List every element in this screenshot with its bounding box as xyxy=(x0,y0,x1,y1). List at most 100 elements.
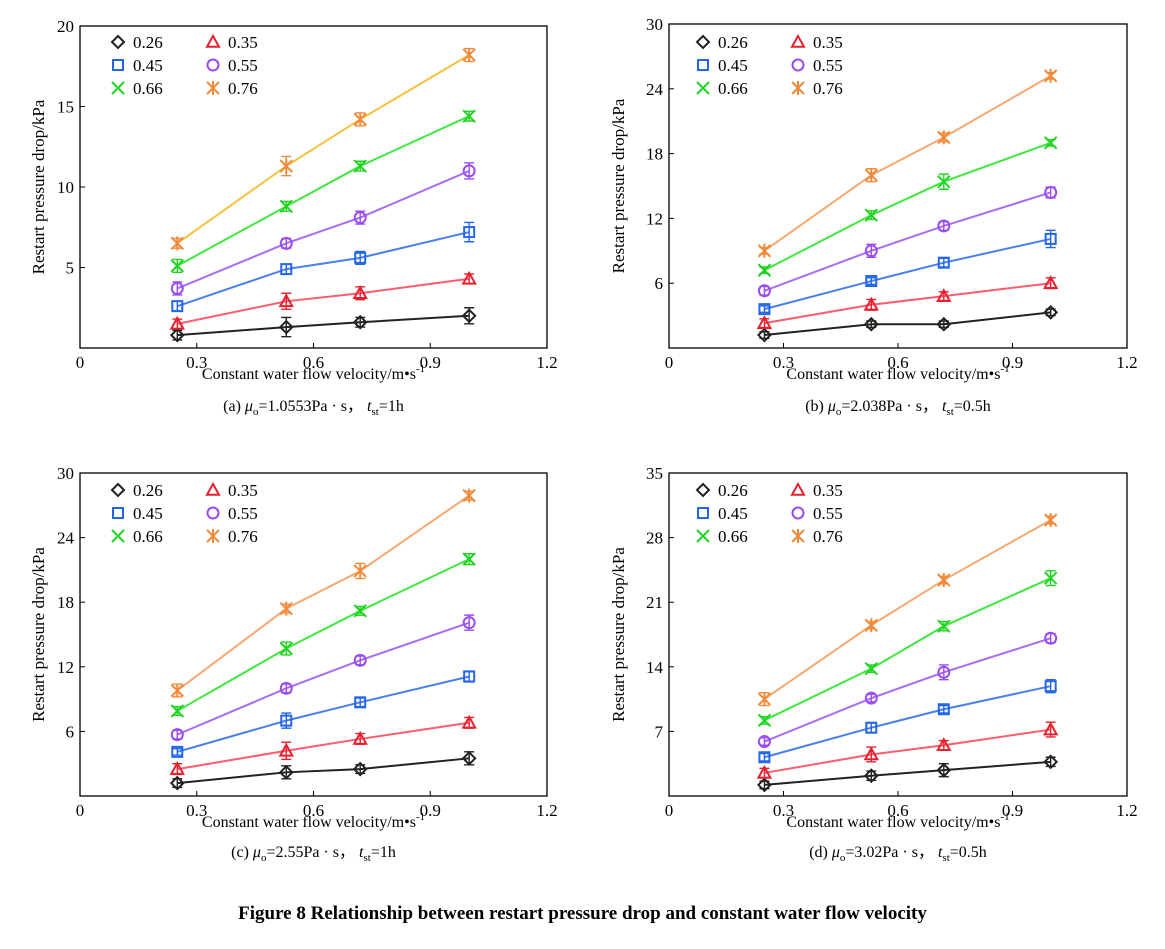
legend-marker xyxy=(696,529,710,543)
legend-marker xyxy=(205,33,221,48)
data-point xyxy=(1044,680,1057,693)
series-0.66 xyxy=(757,570,1058,728)
x-tick-label: 0.9 xyxy=(420,353,441,372)
data-point xyxy=(461,750,477,766)
data-point xyxy=(937,174,951,189)
data-point xyxy=(462,109,476,123)
y-tick-label: 14 xyxy=(646,658,664,677)
data-point xyxy=(353,653,367,667)
legend-marker xyxy=(112,507,124,519)
data-point xyxy=(757,327,772,343)
series-line xyxy=(177,675,470,753)
error-bar xyxy=(355,764,366,775)
x-tick-label: 0 xyxy=(665,801,674,820)
series-0.76 xyxy=(757,513,1058,707)
legend-marker xyxy=(111,81,125,95)
series-0.55 xyxy=(757,185,1058,298)
series-0.35 xyxy=(756,275,1059,329)
data-point xyxy=(864,244,878,258)
y-tick-label: 6 xyxy=(655,274,664,293)
y-tick-label: 7 xyxy=(655,722,664,741)
series-line xyxy=(763,577,1052,722)
legend-label: 0.55 xyxy=(813,56,843,75)
legend-marker xyxy=(791,506,805,520)
data-point xyxy=(936,288,952,302)
y-tick-label: 10 xyxy=(57,178,74,197)
x-tick-label: 1.2 xyxy=(536,353,557,372)
series-line xyxy=(763,141,1052,272)
x-axis-label: Constant water flow velocity/m•s-1 xyxy=(202,363,425,383)
data-point xyxy=(280,714,293,727)
data-point xyxy=(279,601,293,616)
series-line xyxy=(764,237,1051,311)
legend: 0.26 0.35 0.45 0.55 0.66 0.76 xyxy=(110,33,258,98)
data-point xyxy=(462,47,476,62)
data-point xyxy=(278,764,294,780)
series-line xyxy=(764,728,1051,774)
y-tick-label: 21 xyxy=(646,593,663,612)
series-0.76 xyxy=(757,68,1058,258)
x-tick-label: 0.3 xyxy=(773,353,794,372)
x-tick-label: 0.6 xyxy=(887,353,908,372)
legend-label: 0.66 xyxy=(133,527,163,546)
data-point xyxy=(353,112,367,127)
data-point xyxy=(279,681,293,695)
legend-label: 0.66 xyxy=(133,79,163,98)
series-line xyxy=(764,760,1051,786)
data-point xyxy=(353,563,367,578)
data-point xyxy=(352,314,368,330)
series-0.35 xyxy=(756,721,1059,779)
data-point xyxy=(1043,68,1058,83)
legend-marker xyxy=(695,34,711,50)
legend-marker xyxy=(697,507,709,519)
data-point xyxy=(278,742,294,757)
panel-subtitle: (c) μo=2.55Pa · s， tst=1h xyxy=(231,844,396,864)
legend-marker xyxy=(206,81,220,95)
data-point xyxy=(757,692,772,707)
series-0.45 xyxy=(171,670,476,758)
legend-label: 0.26 xyxy=(133,33,163,52)
legend-label: 0.55 xyxy=(228,56,258,75)
y-axis-label: Restart pressure drop/kPa xyxy=(609,98,628,273)
x-axis-label: Constant water flow velocity/m•s-1 xyxy=(786,363,1009,383)
legend: 0.26 0.35 0.45 0.55 0.66 0.76 xyxy=(695,481,843,546)
legend-label: 0.35 xyxy=(813,33,843,52)
legend-marker xyxy=(696,81,710,95)
data-point xyxy=(757,243,772,258)
x-tick-label: 1.2 xyxy=(536,801,557,820)
legend-marker xyxy=(206,506,220,520)
data-point xyxy=(936,762,952,778)
legend-marker xyxy=(790,33,806,48)
data-point xyxy=(758,303,771,316)
data-point xyxy=(169,315,185,330)
legend-label: 0.26 xyxy=(718,33,748,52)
series-0.35 xyxy=(169,714,477,776)
series-line xyxy=(764,282,1051,325)
legend-label: 0.76 xyxy=(813,527,843,546)
x-axis-label-superscript: -1 xyxy=(1000,811,1009,823)
error-bar xyxy=(464,221,475,243)
series-line xyxy=(176,558,470,712)
data-point xyxy=(279,159,293,174)
series-0.45 xyxy=(171,221,476,313)
data-point xyxy=(864,168,878,183)
data-point xyxy=(461,714,477,729)
series-0.45 xyxy=(758,229,1057,316)
data-point xyxy=(170,281,184,295)
legend-label: 0.35 xyxy=(813,481,843,500)
data-point xyxy=(757,777,772,793)
series-0.76 xyxy=(170,488,476,698)
legend-marker xyxy=(206,58,220,72)
data-point xyxy=(936,316,952,332)
x-tick-label: 1.2 xyxy=(1116,801,1137,820)
series-0.35 xyxy=(169,270,477,330)
series-line xyxy=(176,231,470,308)
y-tick-label: 24 xyxy=(57,529,75,548)
legend-marker xyxy=(111,529,125,543)
error-bar xyxy=(172,300,183,312)
series-0.66 xyxy=(170,552,476,718)
data-point xyxy=(757,735,771,749)
data-point xyxy=(462,616,476,630)
y-tick-label: 18 xyxy=(646,145,663,164)
x-tick-label: 0 xyxy=(665,353,674,372)
